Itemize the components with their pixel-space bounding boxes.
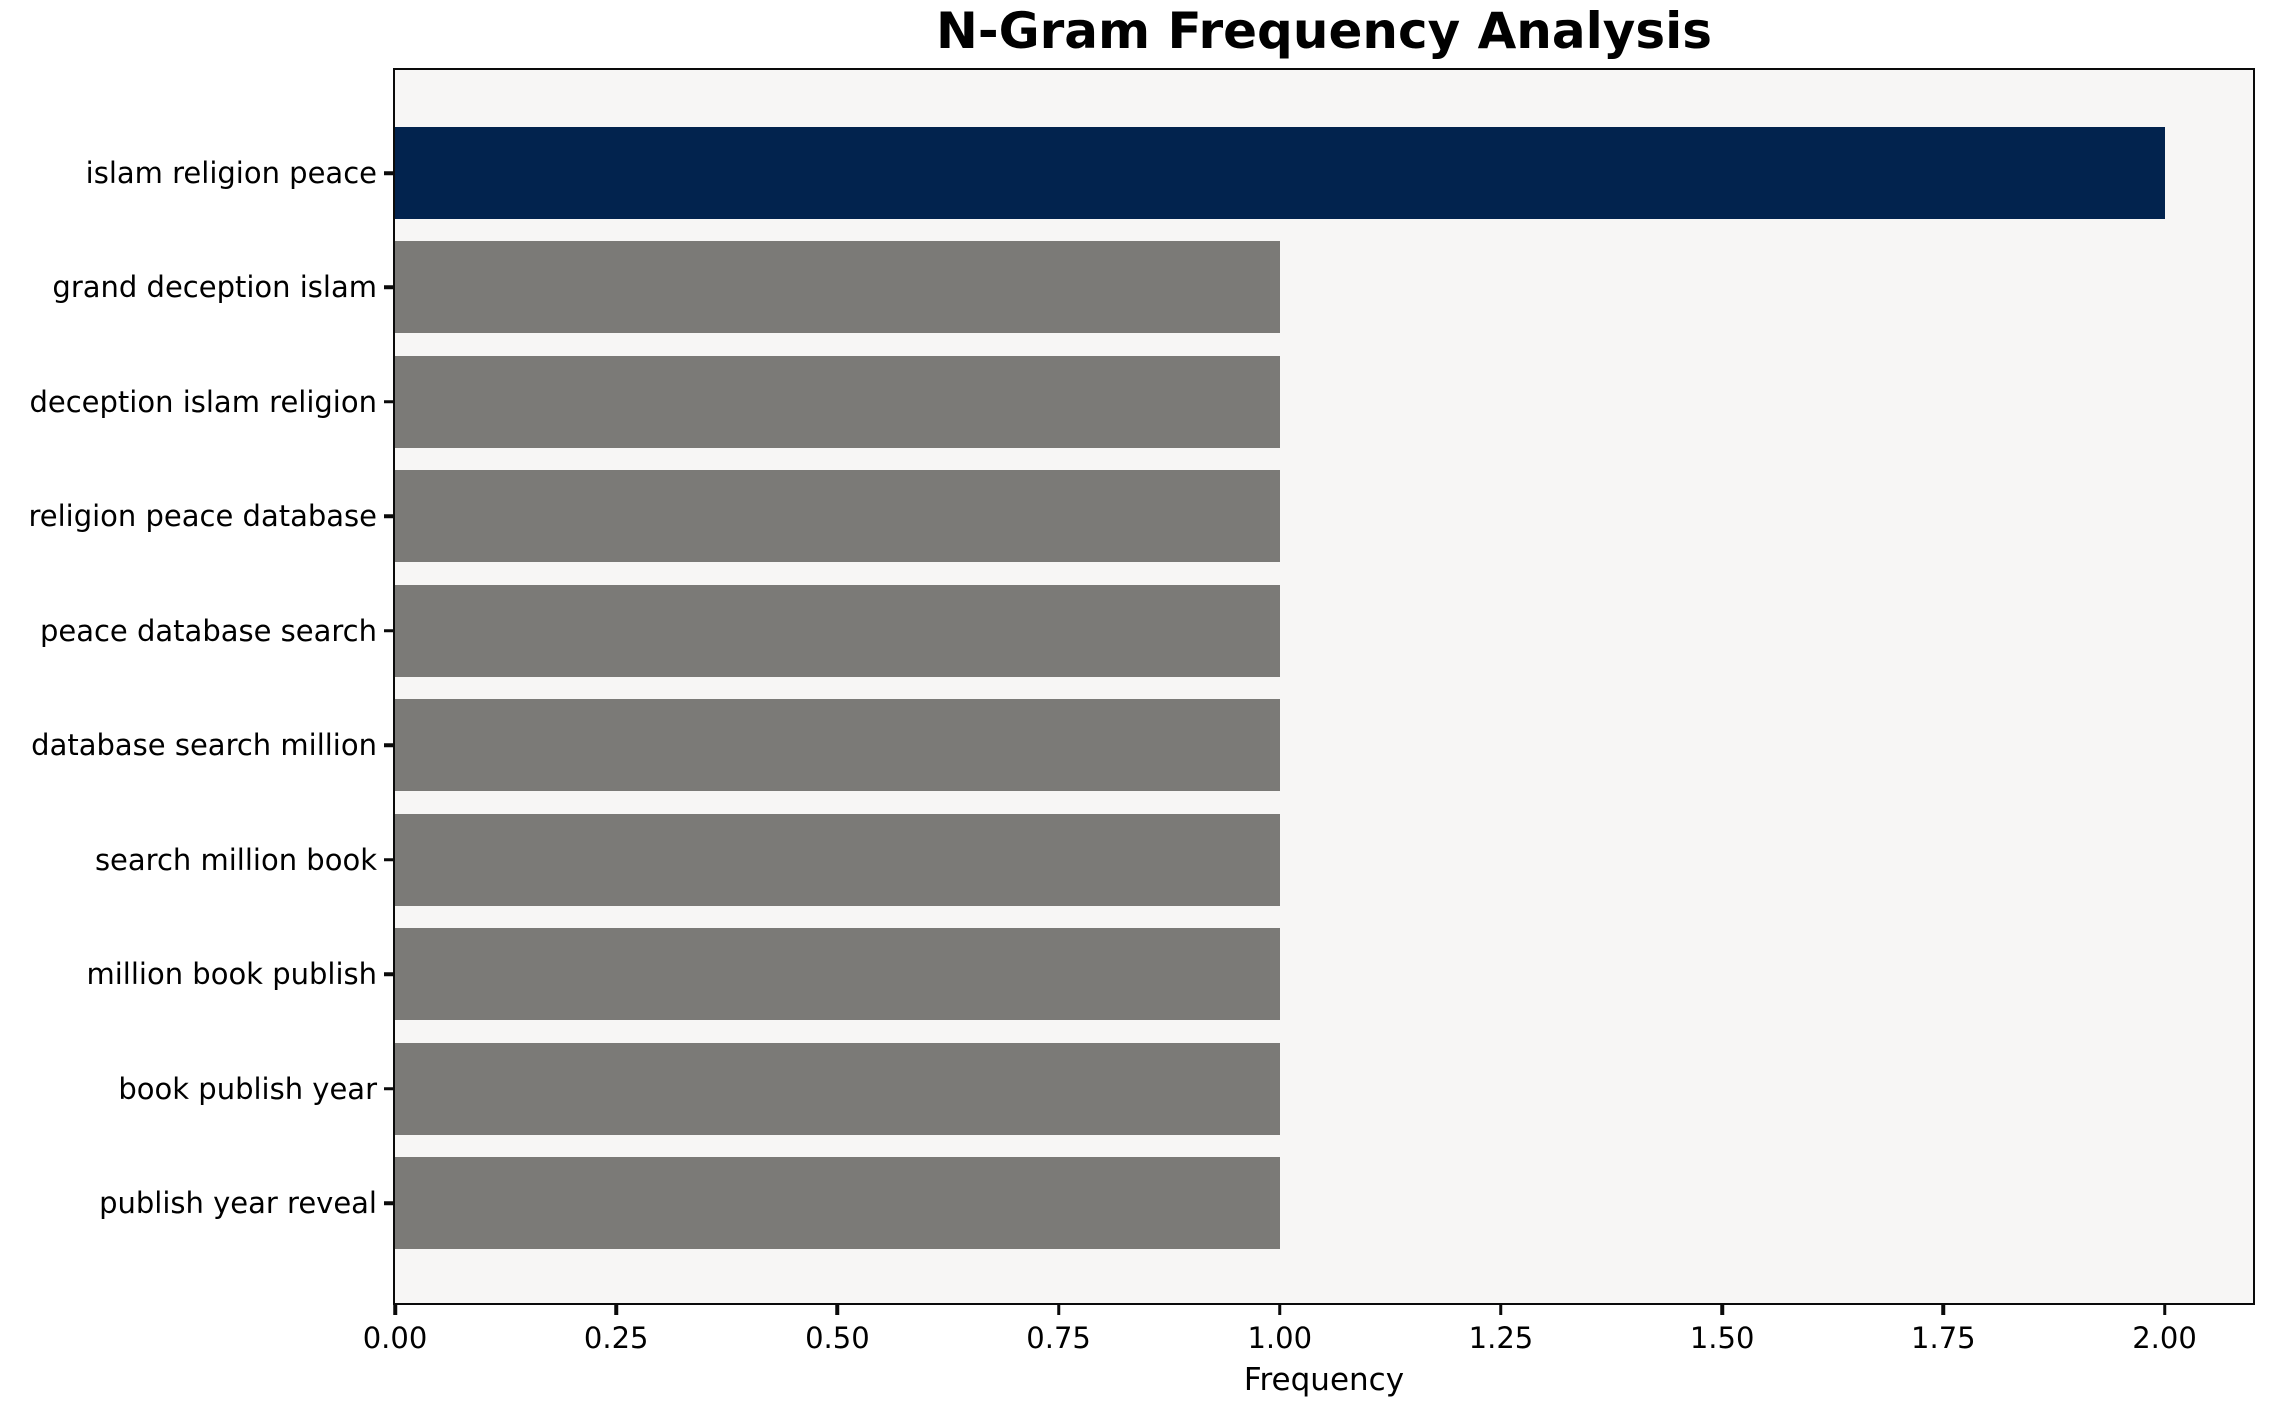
y-axis-tick	[384, 1086, 394, 1091]
x-axis-label: Frequency	[1243, 1362, 1405, 1398]
y-axis-tick	[384, 857, 394, 862]
x-axis-tick	[1720, 1305, 1724, 1315]
x-tick-label: 1.25	[1468, 1321, 1534, 1355]
x-tick-label: 2.00	[2132, 1321, 2197, 1355]
bar	[395, 355, 1280, 448]
chart-title: N-Gram Frequency Analysis	[935, 2, 1713, 60]
y-tick-label: search million book	[94, 842, 377, 877]
y-tick-label: grand deception islam	[52, 270, 377, 305]
x-axis-tick	[1941, 1305, 1946, 1315]
x-axis-tick	[1278, 1305, 1282, 1315]
y-axis-tick	[384, 629, 394, 633]
bar	[395, 127, 2165, 219]
y-tick-label: publish year reveal	[99, 1186, 377, 1221]
bar	[395, 813, 1280, 906]
y-axis-tick	[384, 514, 394, 519]
y-tick-label: peace database search	[39, 613, 377, 648]
y-tick-label: religion peace database	[28, 499, 377, 534]
x-axis-tick	[835, 1305, 840, 1315]
y-axis-tick	[384, 285, 394, 290]
y-axis-tick	[384, 1201, 394, 1205]
bar	[395, 1157, 1280, 1250]
x-tick-label: 0.25	[583, 1321, 649, 1355]
plot-area	[393, 68, 2255, 1305]
bar	[395, 699, 1280, 792]
y-axis-tick	[384, 743, 394, 747]
x-axis-tick	[1499, 1305, 1503, 1315]
x-tick-label: 0.00	[362, 1321, 428, 1355]
y-tick-label: book publish year	[118, 1071, 377, 1106]
bar	[395, 241, 1280, 334]
x-axis-tick	[614, 1305, 618, 1315]
y-tick-label: islam religion peace	[85, 156, 377, 190]
y-axis-tick	[384, 400, 394, 404]
x-axis-tick	[2162, 1305, 2167, 1315]
bar	[395, 584, 1280, 677]
bar	[395, 470, 1280, 563]
y-axis-tick	[384, 972, 394, 976]
x-tick-label: 0.50	[805, 1321, 870, 1355]
bar	[395, 928, 1280, 1021]
x-tick-label: 1.00	[1247, 1321, 1313, 1355]
y-tick-label: million book publish	[86, 957, 377, 992]
x-tick-label: 1.50	[1689, 1321, 1755, 1355]
y-axis-tick	[384, 171, 394, 175]
x-tick-label: 1.75	[1911, 1321, 1976, 1355]
x-axis-tick	[1056, 1305, 1061, 1315]
bar	[395, 1042, 1280, 1135]
x-tick-label: 0.75	[1026, 1321, 1091, 1355]
y-tick-label: deception islam religion	[29, 384, 377, 419]
y-tick-label: database search million	[31, 728, 377, 763]
x-axis-tick	[393, 1305, 397, 1315]
